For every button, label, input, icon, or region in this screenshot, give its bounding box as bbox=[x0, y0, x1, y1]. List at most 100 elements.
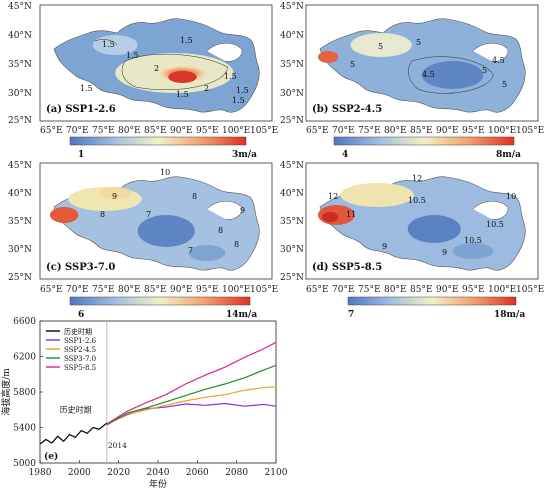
contour-label: 8 bbox=[100, 210, 105, 219]
contour-label: 12 bbox=[328, 192, 338, 201]
panel-label: (e) bbox=[44, 451, 58, 462]
contour-label: 5 bbox=[482, 66, 487, 75]
lon-tick: 105°E bbox=[250, 285, 278, 295]
y-tick-label: 6600 bbox=[13, 317, 36, 327]
contour-label: 2 bbox=[154, 64, 159, 73]
lat-tick: 30°N bbox=[280, 245, 304, 255]
lon-tick: 105°E bbox=[516, 126, 544, 136]
contour-label: 10.5 bbox=[464, 236, 482, 245]
lat-axis-c: 45°N 40°N 35°N 30°N 25°N bbox=[8, 161, 32, 283]
lon-tick: 70°E bbox=[66, 285, 89, 295]
lon-tick: 75°E bbox=[92, 285, 115, 295]
lat-tick: 30°N bbox=[8, 89, 32, 99]
lon-tick: 95°E bbox=[462, 126, 485, 136]
lat-tick: 40°N bbox=[8, 189, 32, 199]
lon-tick: 90°E bbox=[170, 285, 193, 295]
lat-tick: 35°N bbox=[280, 217, 304, 227]
contour-label: 7 bbox=[188, 246, 193, 255]
x-tick-label: 2020 bbox=[107, 468, 130, 478]
colorbar-min: 1 bbox=[78, 150, 84, 160]
lat-tick: 45°N bbox=[8, 161, 32, 171]
series-line bbox=[106, 364, 277, 426]
colorbar-a: 1 3m/a bbox=[69, 136, 257, 160]
lon-tick: 80°E bbox=[384, 126, 407, 136]
panel-label: (a) SSP1-2.6 bbox=[46, 104, 116, 115]
contour-label: 1.5 bbox=[102, 40, 115, 49]
contour-label: 1.5 bbox=[236, 86, 249, 95]
lon-tick: 80°E bbox=[118, 126, 141, 136]
contour-label: 9 bbox=[382, 242, 387, 251]
map-panel-d: 12 11 12 10.5 10.5 9 9 10.5 10 (d) SSP5-… bbox=[305, 162, 539, 280]
x-tick-label: 2040 bbox=[147, 468, 170, 478]
lon-tick: 100°E bbox=[222, 285, 250, 295]
y-axis-title: 海拔高度/m bbox=[0, 368, 12, 416]
lon-tick: 75°E bbox=[358, 285, 381, 295]
lat-tick: 30°N bbox=[8, 245, 32, 255]
lon-tick: 90°E bbox=[436, 126, 459, 136]
colorbar-d: 7 18m/a bbox=[347, 296, 525, 320]
x-tick-label: 2060 bbox=[186, 468, 209, 478]
lat-axis-d: 45°N 40°N 35°N 30°N 25°N bbox=[280, 161, 304, 283]
lon-tick: 65°E bbox=[40, 285, 63, 295]
contour-label: 10 bbox=[506, 192, 516, 201]
contour-label: 1.5 bbox=[180, 36, 193, 45]
lon-tick: 75°E bbox=[358, 126, 381, 136]
legend-label: SSP1-2.6 bbox=[64, 337, 97, 345]
colorbar-min: 4 bbox=[342, 150, 348, 160]
lon-tick: 95°E bbox=[196, 126, 219, 136]
contour-label: 5 bbox=[416, 38, 421, 47]
series-line bbox=[106, 341, 277, 425]
contour-label: 1.5 bbox=[232, 96, 245, 105]
colorbar-min: 7 bbox=[348, 310, 354, 320]
colorbar-max: 3m/a bbox=[232, 150, 257, 160]
colorbar-max: 18m/a bbox=[494, 310, 525, 320]
lon-tick: 90°E bbox=[436, 285, 459, 295]
lat-tick: 35°N bbox=[8, 60, 32, 70]
contour-label: 9 bbox=[112, 192, 117, 201]
contour-label: 2 bbox=[204, 84, 209, 93]
panel-label: (b) SSP2-4.5 bbox=[312, 104, 382, 115]
colorbar-max: 8m/a bbox=[496, 150, 521, 160]
lon-tick: 105°E bbox=[516, 285, 544, 295]
contour-label: 4.5 bbox=[492, 56, 505, 65]
contour-label: 5 bbox=[378, 42, 383, 51]
contour-label: 5 bbox=[502, 80, 507, 89]
lat-tick: 30°N bbox=[280, 89, 304, 99]
lat-tick: 40°N bbox=[280, 189, 304, 199]
legend-label: SSP2-4.5 bbox=[64, 346, 96, 354]
lat-axis-b: 45°N 40°N 35°N 30°N 25°N bbox=[280, 2, 304, 126]
series-line bbox=[106, 386, 277, 426]
y-tick-label: 5400 bbox=[13, 424, 36, 434]
lon-tick: 65°E bbox=[306, 285, 329, 295]
line-chart-e: 5000 5400 5800 6200 6600 1980 2000 2020 2040 2060… bbox=[0, 317, 288, 490]
lat-tick: 45°N bbox=[280, 2, 304, 12]
lon-tick: 65°E bbox=[306, 126, 329, 136]
colorbar-max: 14m/a bbox=[226, 310, 257, 320]
x-tick-label: 2080 bbox=[225, 468, 248, 478]
legend-label: SSP3-7.0 bbox=[64, 355, 96, 363]
lat-tick: 25°N bbox=[280, 273, 304, 283]
contour-label: 8 bbox=[218, 226, 223, 235]
lon-tick: 80°E bbox=[118, 285, 141, 295]
contour-label: 8 bbox=[192, 192, 197, 201]
map-panel-a: 1.5 1.5 1.5 2 1.5 1.5 1.5 1.5 2 1.5 (a) … bbox=[39, 4, 273, 122]
panel-label: (d) SSP5-8.5 bbox=[312, 262, 382, 273]
lon-axis-d: 65°E 70°E 75°E 80°E 85°E 90°E 95°E 100°E… bbox=[306, 285, 544, 295]
map-panel-c: 10 9 8 8 7 7 8 9 8 (c) SSP3-7.0 bbox=[39, 162, 273, 280]
contour-label: 9 bbox=[240, 206, 245, 215]
lat-tick: 25°N bbox=[8, 116, 32, 126]
x-tick-label: 2000 bbox=[68, 468, 91, 478]
contour-label: 12 bbox=[412, 174, 422, 183]
lat-tick: 45°N bbox=[8, 2, 32, 12]
contour-label: 8 bbox=[234, 240, 239, 249]
x-tick-label: 1980 bbox=[29, 468, 52, 478]
contour-label: 1.5 bbox=[224, 72, 237, 81]
contour-label: 9 bbox=[442, 248, 447, 257]
contour-label: 10.5 bbox=[408, 196, 426, 205]
lat-tick: 35°N bbox=[280, 60, 304, 70]
lat-tick: 45°N bbox=[280, 161, 304, 171]
lon-axis-b: 65°E 70°E 75°E 80°E 85°E 90°E 95°E 100°E… bbox=[306, 126, 544, 136]
y-tick-label: 5800 bbox=[13, 388, 36, 398]
lon-axis-c: 65°E 70°E 75°E 80°E 85°E 90°E 95°E 100°E… bbox=[40, 285, 278, 295]
lon-tick: 95°E bbox=[196, 285, 219, 295]
